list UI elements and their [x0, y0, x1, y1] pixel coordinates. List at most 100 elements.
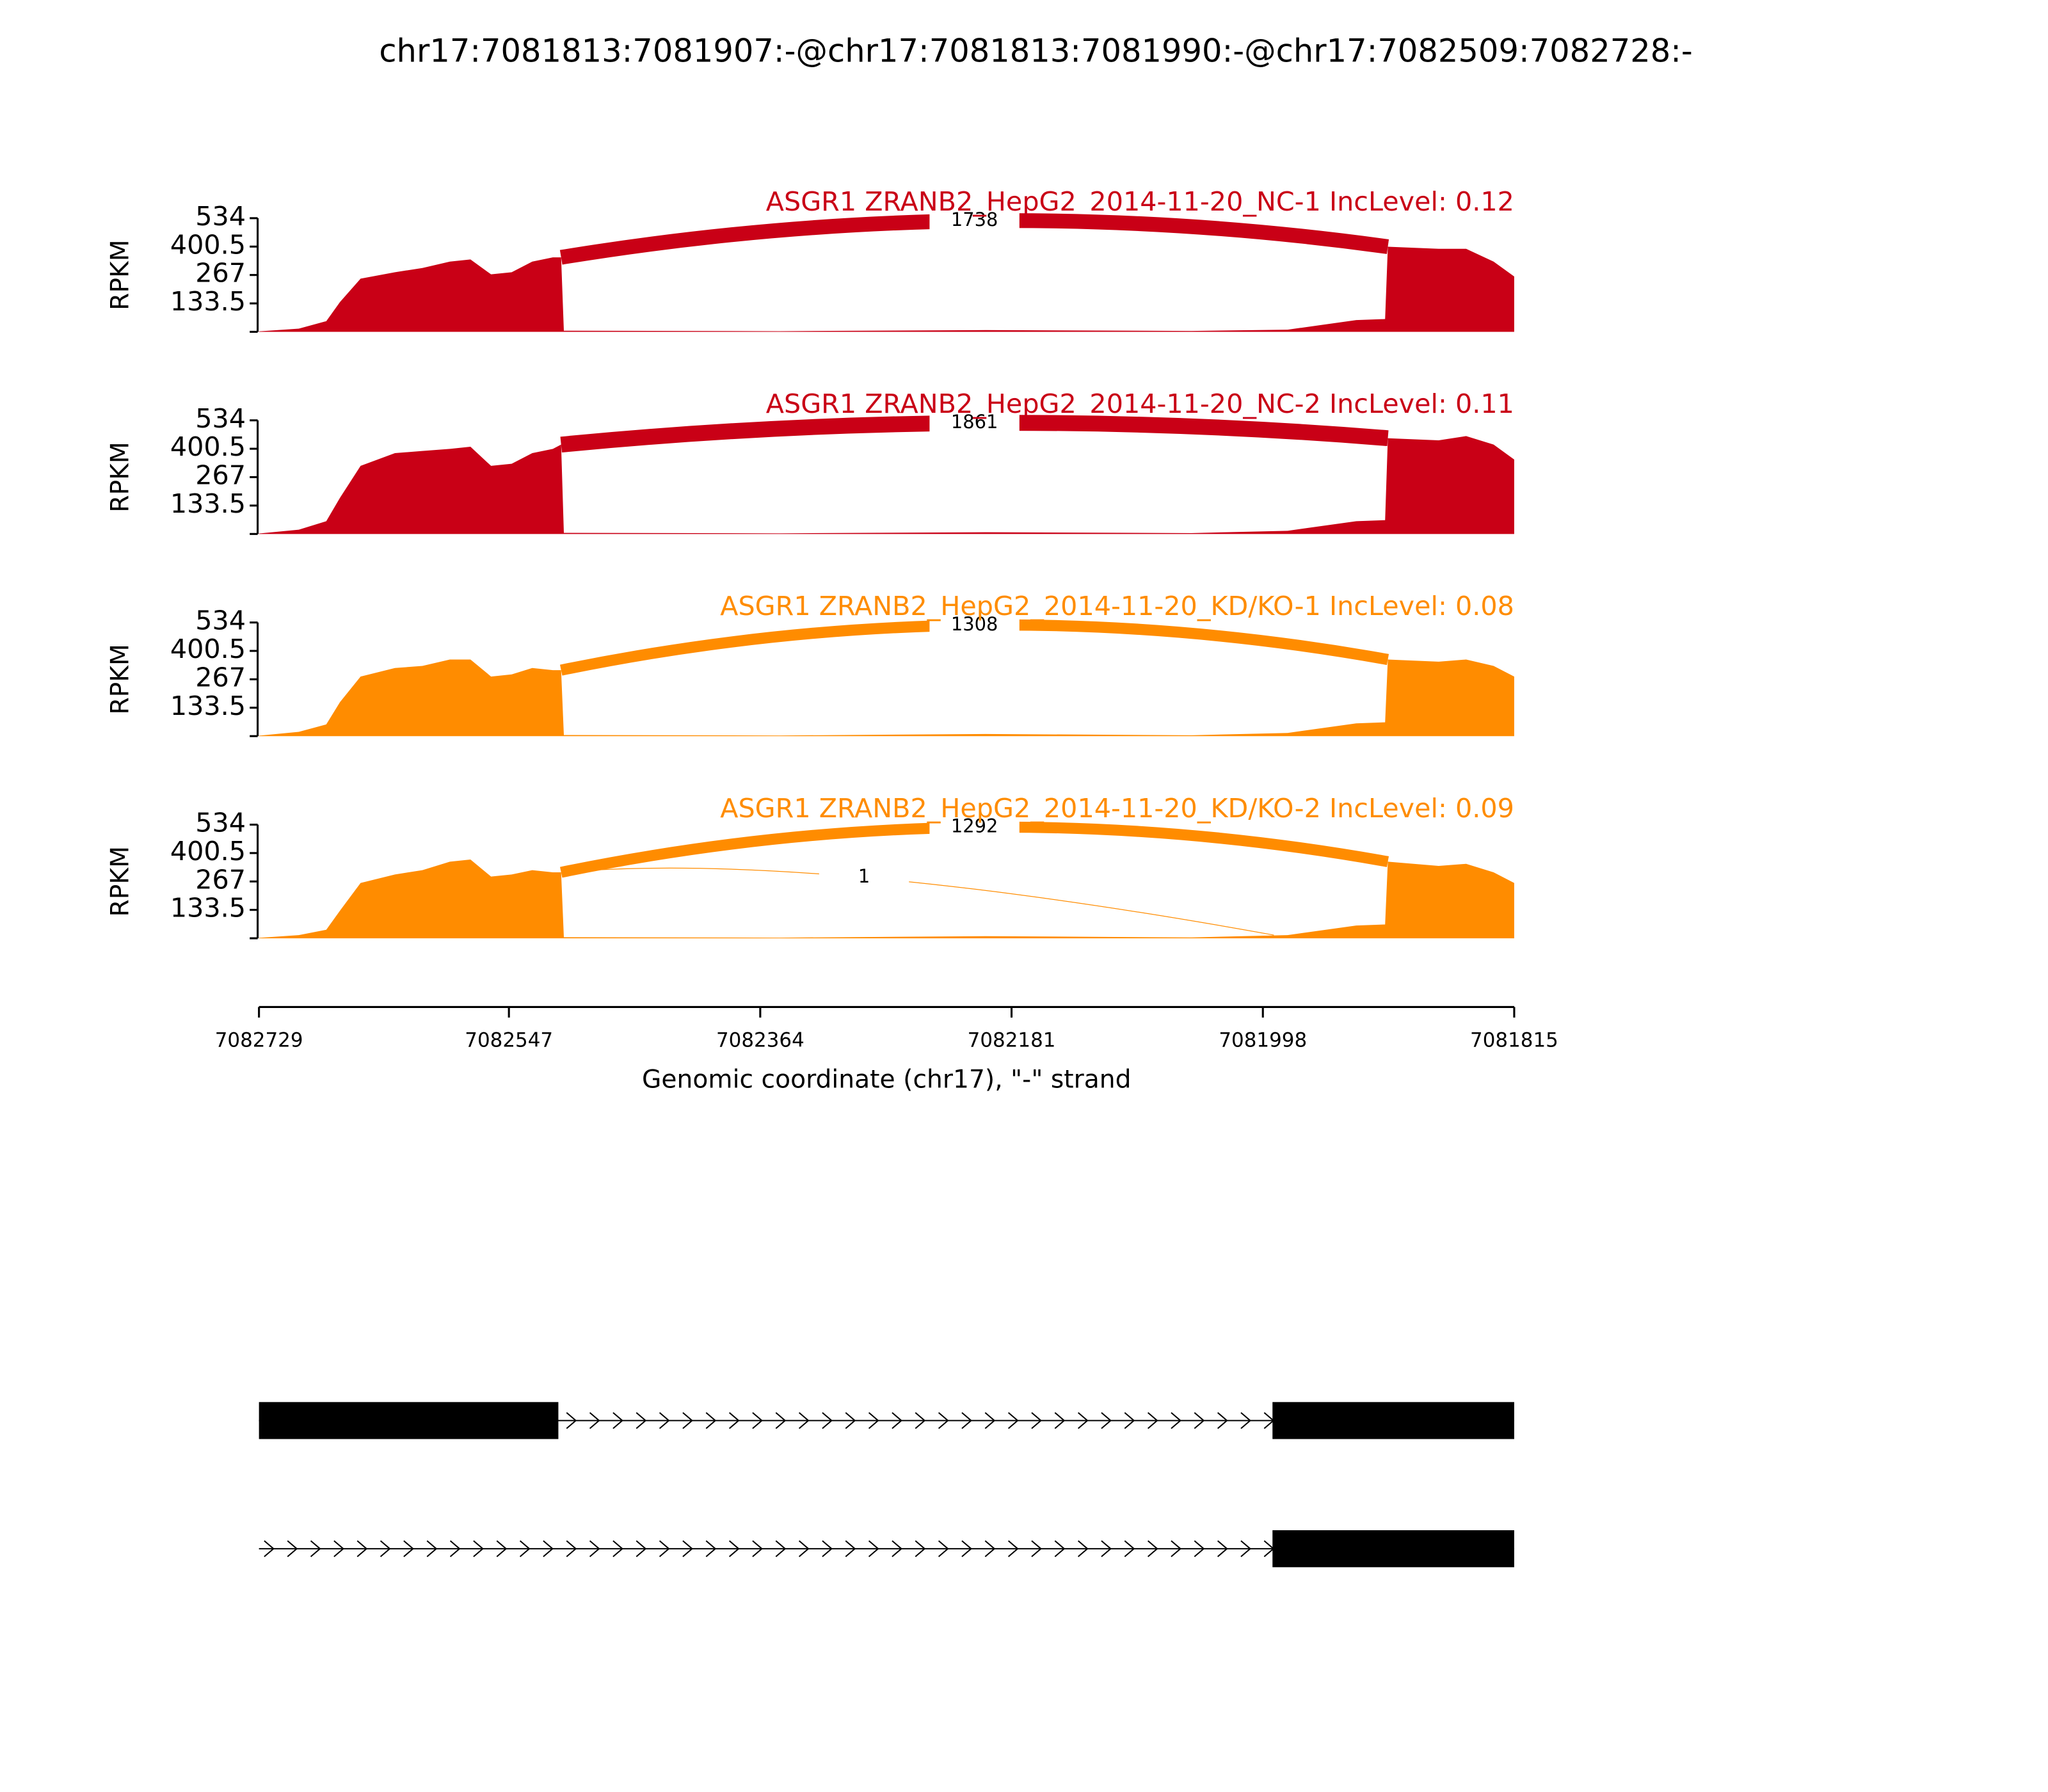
- strand-arrow: [682, 1412, 693, 1429]
- y-tick-label: 267: [195, 662, 246, 692]
- coverage-area: [259, 436, 1514, 534]
- y-tick-label: 534: [195, 605, 246, 636]
- x-axis-label: Genomic coordinate (chr17), "-" strand: [642, 1066, 1132, 1094]
- strand-arrow: [566, 1412, 577, 1429]
- strand-arrow: [333, 1540, 344, 1558]
- strand-arrow: [915, 1412, 926, 1429]
- strand-arrow: [287, 1540, 298, 1558]
- y-tick-label: 400.5: [170, 229, 246, 260]
- y-tick-label: 400.5: [170, 634, 246, 664]
- strand-arrow: [682, 1540, 693, 1558]
- junction-label: 1861: [951, 411, 998, 433]
- strand-arrow: [798, 1412, 810, 1429]
- strand-arrow: [566, 1540, 577, 1558]
- exon: [1272, 1402, 1514, 1439]
- strand-arrow: [961, 1540, 973, 1558]
- y-tick-label: 267: [195, 258, 246, 289]
- strand-arrow: [426, 1540, 438, 1558]
- exon: [259, 1402, 559, 1439]
- strand-arrow: [1194, 1412, 1205, 1429]
- strand-arrow: [449, 1540, 461, 1558]
- strand-arrow: [310, 1540, 321, 1558]
- panel-title: ASGR1 ZRANB2_HepG2_2014-11-20_NC-2 IncLe…: [766, 388, 1514, 419]
- strand-arrow: [752, 1412, 763, 1429]
- strand-arrow: [1031, 1412, 1043, 1429]
- strand-arrow: [1124, 1412, 1135, 1429]
- strand-arrow: [356, 1540, 368, 1558]
- strand-arrow: [1217, 1540, 1228, 1558]
- strand-arrow: [845, 1412, 856, 1429]
- strand-arrow: [1147, 1540, 1158, 1558]
- y-tick-label: 400.5: [170, 836, 246, 867]
- strand-arrow: [938, 1540, 949, 1558]
- strand-arrow: [1101, 1412, 1112, 1429]
- strand-arrow: [1007, 1412, 1019, 1429]
- strand-arrow: [612, 1412, 623, 1429]
- strand-arrow: [822, 1412, 833, 1429]
- chart-title: chr17:7081813:7081907:-@chr17:7081813:70…: [379, 32, 1692, 69]
- coverage-area: [259, 246, 1514, 332]
- junction-label: 1738: [951, 209, 998, 230]
- strand-arrow: [775, 1540, 787, 1558]
- strand-arrow: [543, 1540, 554, 1558]
- strand-arrow: [612, 1540, 623, 1558]
- y-axis-label: RPKM: [106, 846, 134, 916]
- junction-label-box: [929, 613, 1020, 637]
- y-tick-label: 133.5: [170, 893, 246, 924]
- x-tick-label: 7081998: [1219, 1029, 1307, 1052]
- strand-arrow: [892, 1540, 902, 1558]
- strand-arrow: [938, 1412, 949, 1429]
- strand-arrow: [868, 1412, 879, 1429]
- panel-title: ASGR1 ZRANB2_HepG2_2014-11-20_KD/KO-2 In…: [720, 793, 1514, 824]
- strand-arrow: [264, 1540, 275, 1558]
- y-tick-label: 133.5: [170, 691, 246, 721]
- junction-label-box: [929, 411, 1020, 435]
- y-tick-label: 267: [195, 460, 246, 491]
- junction-label-box: [929, 209, 1020, 233]
- strand-arrow: [868, 1540, 879, 1558]
- x-tick-label: 7081815: [1470, 1029, 1558, 1052]
- y-axis-label: RPKM: [106, 239, 134, 310]
- y-tick-label: 267: [195, 864, 246, 895]
- strand-arrow: [589, 1540, 600, 1558]
- strand-arrow: [1171, 1540, 1182, 1558]
- strand-arrow: [1054, 1412, 1066, 1429]
- y-tick-label: 400.5: [170, 431, 246, 462]
- junction-label: 1308: [951, 613, 998, 635]
- strand-arrow: [752, 1540, 763, 1558]
- coverage-area: [259, 659, 1514, 737]
- strand-arrow: [798, 1540, 810, 1558]
- strand-arrow: [984, 1412, 996, 1429]
- strand-arrow: [1194, 1540, 1205, 1558]
- x-tick-label: 7082364: [716, 1029, 804, 1052]
- strand-arrow: [1101, 1540, 1112, 1558]
- junction-label: 1: [858, 865, 870, 887]
- y-tick-label: 133.5: [170, 488, 246, 519]
- coverage-area: [259, 860, 1514, 939]
- strand-arrow: [775, 1412, 787, 1429]
- strand-arrow: [1054, 1540, 1066, 1558]
- panel-title: ASGR1 ZRANB2_HepG2_2014-11-20_NC-1 IncLe…: [766, 186, 1514, 217]
- strand-arrow: [1147, 1412, 1158, 1429]
- strand-arrow: [1007, 1540, 1019, 1558]
- strand-arrow: [403, 1540, 414, 1558]
- strand-arrow: [659, 1540, 670, 1558]
- strand-arrow: [1217, 1412, 1228, 1429]
- x-tick-label: 7082729: [215, 1029, 303, 1052]
- strand-arrow: [636, 1412, 647, 1429]
- y-tick-label: 534: [195, 201, 246, 232]
- y-axis-label: RPKM: [106, 644, 134, 714]
- strand-arrow: [705, 1412, 717, 1429]
- strand-arrow: [1077, 1540, 1089, 1558]
- y-tick-label: 133.5: [170, 286, 246, 317]
- y-tick-label: 534: [195, 808, 246, 838]
- strand-arrow: [380, 1540, 391, 1558]
- x-tick-label: 7082547: [465, 1029, 553, 1052]
- strand-arrow: [984, 1540, 996, 1558]
- junction-label-box: [929, 815, 1020, 840]
- strand-arrow: [845, 1540, 856, 1558]
- exon: [1272, 1530, 1514, 1567]
- strand-arrow: [1077, 1412, 1089, 1429]
